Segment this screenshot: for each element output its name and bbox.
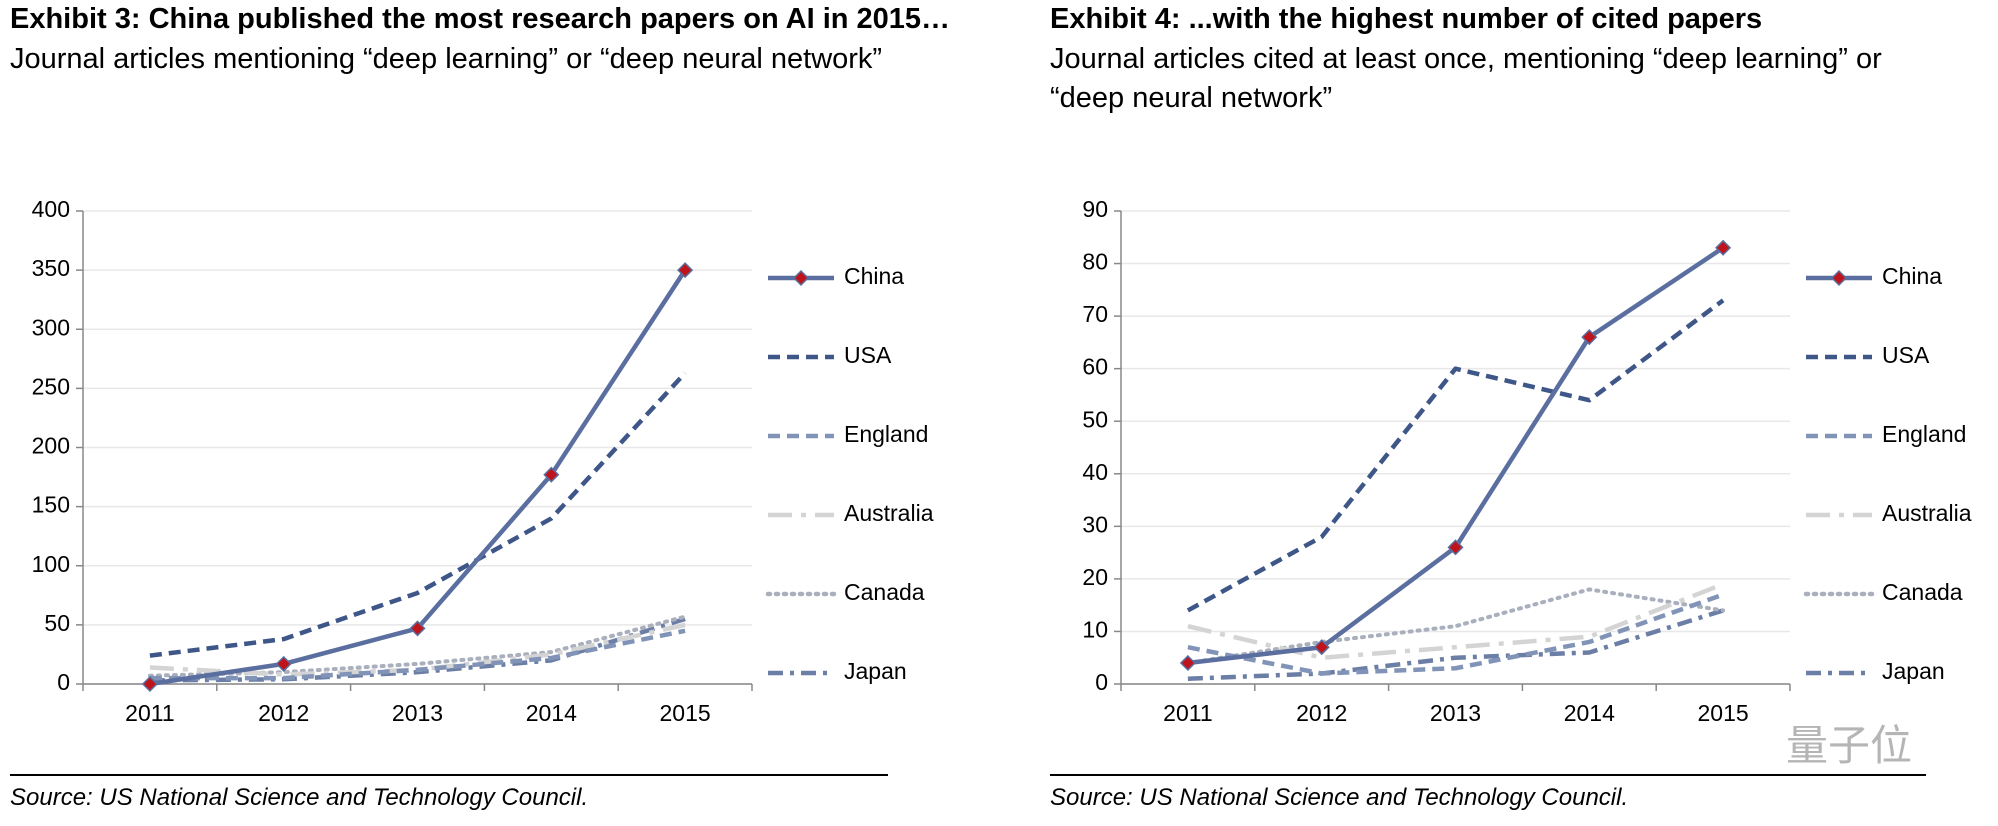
series-line	[1187, 245, 1725, 666]
x-tick-label: 2013	[392, 700, 443, 726]
point-marker	[543, 466, 560, 483]
y-tick-label: 90	[1082, 196, 1108, 222]
x-tick-label: 2011	[125, 700, 174, 726]
y-tick-label: 40	[1082, 459, 1108, 485]
chart-subtitle: Journal articles mentioning “deep learni…	[10, 43, 883, 75]
y-tick-label: 400	[32, 196, 70, 222]
y-tick-label: 300	[32, 314, 70, 340]
x-tick-label: 2015	[1698, 700, 1749, 726]
legend-label: Japan	[1882, 658, 1945, 684]
source-note: Source: US National Science and Technolo…	[10, 784, 589, 811]
legend-label: China	[844, 263, 904, 289]
y-tick-label: 350	[32, 255, 70, 281]
chart-subtitle: Journal articles cited at least once, me…	[1050, 43, 1882, 114]
x-tick-label: 2011	[1163, 700, 1212, 726]
y-tick-label: 30	[1082, 511, 1108, 537]
series-line	[1185, 587, 1726, 665]
x-tick-label: 2012	[258, 700, 309, 726]
series-line	[1187, 582, 1724, 660]
point-marker	[275, 655, 292, 672]
y-tick-label: 50	[44, 610, 70, 636]
point-marker	[1179, 654, 1196, 672]
y-tick-label: 10	[1082, 617, 1108, 643]
x-tick-label: 2014	[526, 700, 577, 726]
series-line	[149, 628, 686, 681]
y-tick-label: 70	[1082, 301, 1108, 327]
series-line	[147, 614, 688, 678]
point-marker	[1715, 239, 1732, 256]
point-marker	[677, 262, 694, 279]
y-tick-label: 0	[57, 669, 70, 695]
legend-label: Canada	[844, 579, 925, 605]
chart-title: Exhibit 4: ...with the highest number of…	[1050, 3, 1763, 35]
x-tick-label: 2014	[1564, 700, 1615, 726]
legend-marker	[792, 269, 810, 287]
legend-label: USA	[844, 342, 892, 368]
series-line	[1186, 298, 1725, 613]
legend-label: Australia	[1882, 500, 1972, 526]
point-marker	[409, 620, 426, 637]
y-tick-label: 250	[32, 373, 70, 399]
x-tick-label: 2012	[1296, 700, 1347, 726]
y-tick-label: 100	[32, 551, 70, 577]
series-line	[149, 616, 686, 683]
y-tick-label: 0	[1095, 669, 1108, 695]
point-marker	[1447, 539, 1464, 556]
legend-label: England	[1882, 421, 1966, 447]
legend-label: China	[1882, 263, 1942, 289]
legend-label: USA	[1882, 342, 1930, 368]
point-marker	[1313, 639, 1330, 656]
y-tick-label: 20	[1082, 564, 1108, 590]
series-line	[149, 371, 687, 658]
y-tick-label: 80	[1082, 249, 1108, 275]
legend-label: Australia	[844, 500, 934, 526]
chart-title: Exhibit 3: China published the most rese…	[10, 3, 951, 35]
y-tick-label: 150	[32, 492, 70, 518]
legend-label: Japan	[844, 658, 907, 684]
y-tick-label: 50	[1082, 406, 1108, 432]
series-line	[1187, 608, 1724, 681]
watermark: 量子位	[1786, 722, 1913, 769]
legend-marker	[1830, 269, 1848, 287]
source-rule	[1050, 774, 1926, 776]
y-tick-label: 200	[32, 433, 70, 459]
point-marker	[1581, 329, 1598, 346]
y-tick-label: 60	[1082, 354, 1108, 380]
point-marker	[141, 675, 158, 693]
legend-label: Canada	[1882, 579, 1963, 605]
legend-label: England	[844, 421, 928, 447]
source-note: Source: US National Science and Technolo…	[1050, 784, 1629, 811]
x-tick-label: 2015	[660, 700, 711, 726]
series-line	[1187, 592, 1724, 676]
source-rule	[10, 774, 888, 776]
x-tick-label: 2013	[1430, 700, 1481, 726]
